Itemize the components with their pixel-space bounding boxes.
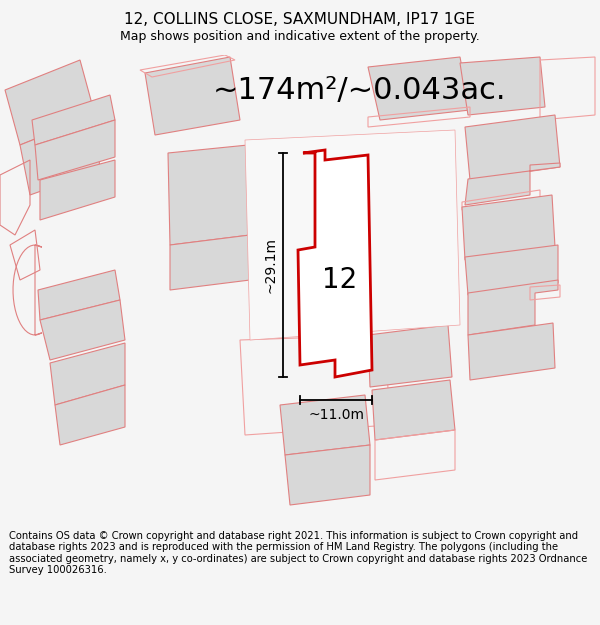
Polygon shape [468, 280, 558, 335]
Polygon shape [32, 95, 115, 145]
Polygon shape [40, 300, 125, 360]
Polygon shape [50, 343, 125, 405]
Polygon shape [462, 195, 555, 260]
Polygon shape [285, 445, 370, 505]
Text: ~11.0m: ~11.0m [308, 408, 364, 422]
Polygon shape [168, 145, 250, 245]
Polygon shape [145, 57, 240, 135]
Polygon shape [465, 245, 558, 295]
Polygon shape [170, 235, 250, 290]
Text: 12, COLLINS CLOSE, SAXMUNDHAM, IP17 1GE: 12, COLLINS CLOSE, SAXMUNDHAM, IP17 1GE [125, 12, 476, 27]
Text: ~29.1m: ~29.1m [264, 237, 278, 293]
Text: 12: 12 [322, 266, 358, 294]
Polygon shape [245, 130, 460, 340]
Polygon shape [298, 150, 372, 377]
Polygon shape [368, 57, 470, 120]
Polygon shape [460, 57, 545, 115]
Polygon shape [38, 270, 120, 320]
Polygon shape [368, 325, 452, 387]
Text: ~174m²/~0.043ac.: ~174m²/~0.043ac. [213, 76, 507, 104]
Text: Contains OS data © Crown copyright and database right 2021. This information is : Contains OS data © Crown copyright and d… [9, 531, 587, 576]
Polygon shape [372, 380, 455, 440]
Polygon shape [55, 385, 125, 445]
Polygon shape [465, 163, 560, 205]
Polygon shape [5, 60, 95, 145]
Polygon shape [20, 115, 100, 195]
Polygon shape [465, 115, 560, 180]
Polygon shape [35, 120, 115, 180]
Polygon shape [468, 323, 555, 380]
Polygon shape [40, 160, 115, 220]
Text: Map shows position and indicative extent of the property.: Map shows position and indicative extent… [120, 30, 480, 43]
Polygon shape [280, 395, 370, 455]
